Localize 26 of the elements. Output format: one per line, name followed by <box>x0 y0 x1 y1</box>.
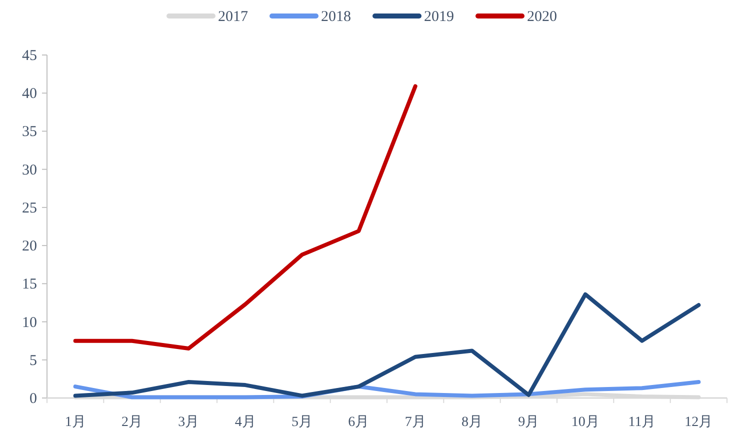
x-tick-label: 11月 <box>628 415 656 430</box>
y-tick-label: 10 <box>22 314 37 331</box>
x-tick-label: 2月 <box>122 415 142 430</box>
y-tick-label: 30 <box>22 162 37 178</box>
y-tick-label: 25 <box>22 200 37 216</box>
x-tick-label: 8月 <box>462 415 482 430</box>
legend-label: 2017 <box>218 9 248 25</box>
y-tick-label: 40 <box>22 86 37 102</box>
x-tick-label: 12月 <box>684 415 713 430</box>
x-tick-label: 9月 <box>518 415 540 430</box>
y-tick-label: 35 <box>22 124 37 140</box>
x-tick-label: 6月 <box>348 415 370 430</box>
x-tick-label: 4月 <box>234 415 256 430</box>
legend-label: 2018 <box>321 9 351 25</box>
x-tick-label: 5月 <box>292 415 312 430</box>
legend-label: 2020 <box>527 9 557 25</box>
x-tick-label: 10月 <box>571 415 600 430</box>
y-tick-label: 15 <box>22 276 37 293</box>
y-tick-label: 5 <box>30 352 37 369</box>
x-tick-label: 3月 <box>178 415 200 430</box>
y-tick-label: 0 <box>30 391 37 407</box>
x-tick-label: 1月 <box>64 415 86 430</box>
legend-label: 2019 <box>424 9 454 25</box>
y-tick-label: 45 <box>22 48 37 64</box>
y-tick-label: 20 <box>22 238 37 255</box>
x-tick-label: 7月 <box>404 415 426 430</box>
